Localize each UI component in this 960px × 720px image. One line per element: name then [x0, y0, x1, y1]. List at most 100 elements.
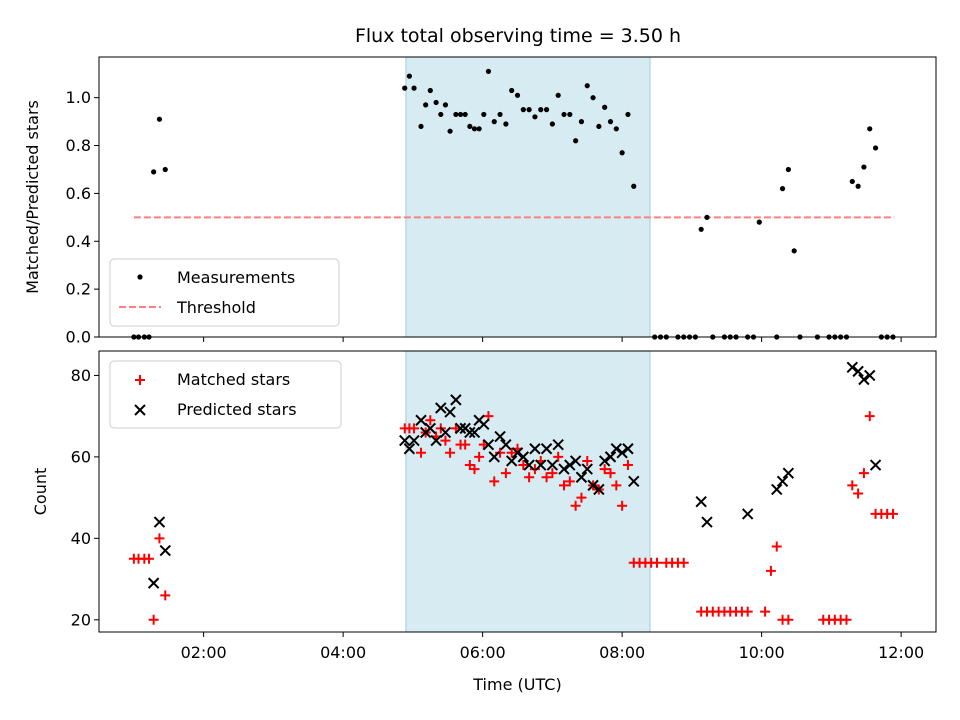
measurement-point [418, 123, 424, 130]
predicted-star-point [598, 455, 611, 467]
measurement-point [791, 248, 797, 254]
y-tick-label: 0.8 [66, 136, 91, 155]
measurement-point [520, 107, 526, 113]
measurement-point [526, 107, 532, 113]
x-tick-label: 04:00 [320, 643, 366, 662]
y-tick-label: 0.0 [66, 328, 91, 347]
measurement-point [423, 102, 429, 108]
matched-star-point [605, 468, 616, 479]
matched-star-point [570, 500, 581, 511]
measurement-point [503, 121, 509, 127]
x-tick-label: 06:00 [460, 643, 506, 662]
measurement-point [625, 111, 631, 118]
predicted-star-point [435, 402, 447, 414]
y-tick-label: 60 [71, 447, 91, 466]
predicted-star-point [552, 438, 564, 451]
matched-star-point [783, 614, 794, 625]
legend-matched-marker [135, 375, 145, 385]
predicted-star-point [511, 447, 524, 459]
matched-star-point [160, 590, 171, 601]
predicted-star-point [564, 459, 576, 471]
measurement-point [156, 116, 163, 122]
y-tick-label: 0.4 [66, 232, 91, 251]
predicted-star-point [430, 434, 442, 447]
measurement-point [855, 183, 861, 189]
legend-box [109, 258, 340, 327]
predicted-star-point [695, 495, 707, 508]
matched-star-point [469, 464, 480, 475]
predicted-star-point [852, 365, 864, 378]
matched-star-point [617, 500, 628, 511]
axes-frame [98, 350, 937, 633]
x-axis-label: Time (UTC) [472, 675, 561, 694]
measurement-point [433, 99, 439, 106]
predicted-star-point [610, 443, 623, 455]
x-tick-label: 12:00 [878, 643, 924, 662]
chart-title: Flux total observing time = 3.50 h [355, 25, 681, 47]
measurement-point [590, 95, 596, 101]
measurement-point [509, 87, 515, 94]
predicted-star-point [581, 463, 593, 475]
predicted-star-point [540, 443, 553, 455]
predicted-star-point [616, 447, 628, 459]
matched-star-point [847, 480, 858, 491]
observing-span-shade [405, 56, 651, 338]
matched-star-point [564, 476, 575, 487]
y-axis-label: Count [31, 468, 50, 516]
measurement-point [602, 104, 608, 110]
matched-star-point [495, 447, 506, 458]
predicted-star-point [415, 414, 427, 426]
predicted-star-point [628, 475, 640, 488]
matched-star-point [541, 472, 552, 483]
x-tick-label: 10:00 [739, 643, 785, 662]
measurement-point [491, 119, 497, 125]
y-axis-label: Matched/Predicted stars [23, 100, 42, 294]
measurement-point [514, 92, 521, 98]
legend-measurements-label: Measurements [177, 268, 295, 287]
predicted-star-point [771, 483, 783, 496]
predicted-star-point [593, 483, 605, 496]
measurement-point [442, 102, 449, 108]
y-tick-label: 0.6 [66, 184, 91, 203]
measurement-point [471, 126, 478, 132]
predicted-star-point [153, 516, 166, 528]
measurement-point [543, 107, 550, 113]
matched-star-point [425, 415, 436, 426]
legend-measurements-marker [137, 274, 143, 280]
matched-star-point [599, 464, 610, 475]
predicted-star-point [464, 426, 476, 439]
measurement-point [462, 111, 468, 118]
measurement-point [584, 83, 590, 89]
predicted-star-point [575, 471, 588, 483]
predicted-star-point [159, 544, 171, 557]
measurement-point [567, 111, 573, 118]
measurement-point [779, 186, 786, 192]
predicted-star-point [517, 451, 530, 463]
measurement-point [402, 85, 408, 91]
measurement-point [427, 87, 433, 94]
matched-star-point [489, 476, 500, 487]
predicted-star-point [701, 516, 713, 528]
measurement-point [457, 111, 464, 118]
measurement-point [476, 126, 482, 132]
matched-star-point [652, 557, 662, 568]
legend-predicted-label: Predicted stars [177, 400, 297, 419]
top-panel: 0.0 0.2 0.4 0.6 0.8 1.0 Matched/Predicted star… [23, 56, 937, 347]
measurement-point [151, 169, 157, 175]
matched-star-point [148, 614, 159, 625]
matched-star-point [887, 508, 898, 519]
measurement-point [481, 111, 487, 118]
legend-predicted-marker [134, 404, 146, 416]
matched-star-point [416, 447, 427, 458]
y-tick-label: 20 [71, 610, 91, 629]
predicted-star-point [604, 451, 617, 463]
predicted-star-point [869, 459, 882, 471]
matched-star-point [154, 533, 165, 544]
matched-star-point [547, 468, 558, 479]
predicted-star-point [399, 434, 411, 447]
predicted-star-point [864, 369, 876, 382]
predicted-star-point [622, 443, 634, 455]
matched-star-point [760, 606, 771, 617]
matched-star-point [524, 472, 535, 483]
measurement-point [549, 121, 555, 127]
